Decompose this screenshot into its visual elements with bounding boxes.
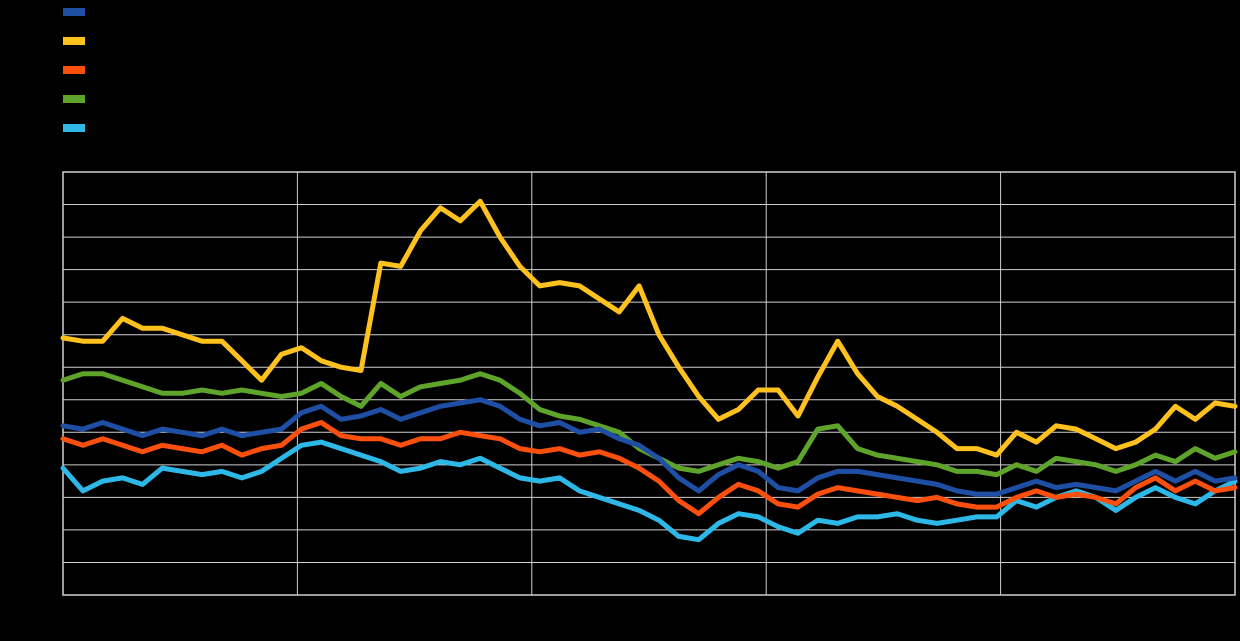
series-line-light-blue [60, 439, 1238, 543]
legend-swatch-yellow [63, 37, 85, 45]
legend-swatch-green [63, 95, 85, 103]
legend-swatch-dark-blue [63, 8, 85, 16]
legend-swatch-light-blue [63, 124, 85, 132]
plot-area [63, 172, 1235, 595]
legend-swatch-orange-red [63, 66, 85, 74]
series-line-dark-blue [60, 397, 1238, 497]
plot-border [62, 171, 1236, 596]
series-line-yellow [60, 198, 1238, 458]
series-line-orange-red [60, 420, 1238, 517]
